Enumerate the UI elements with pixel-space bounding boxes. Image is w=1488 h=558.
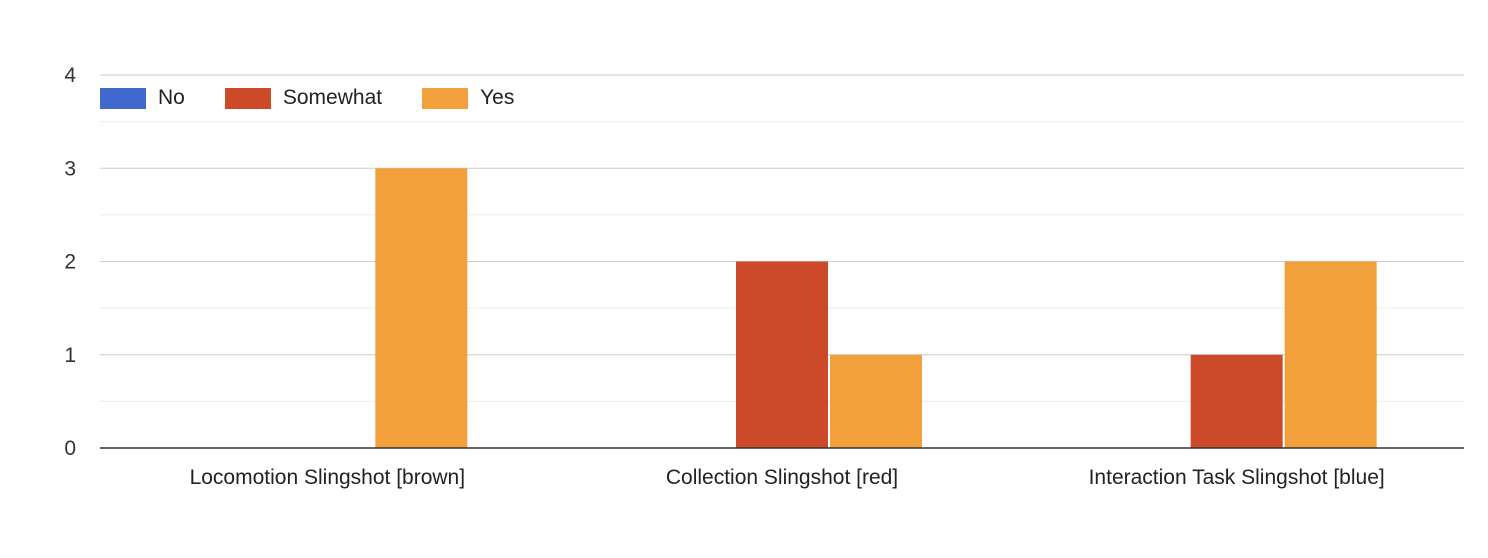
bars — [375, 168, 1377, 448]
bar-yes-1 — [830, 354, 922, 448]
legend-label-no: No — [158, 86, 185, 109]
legend-label-yes: Yes — [480, 86, 515, 109]
legend-swatch-no — [100, 87, 146, 109]
x-category-label: Locomotion Slingshot [brown] — [190, 466, 466, 489]
bar-somewhat-1 — [736, 261, 828, 448]
y-tick-label: 1 — [64, 344, 76, 367]
bar-somewhat-2 — [1190, 354, 1283, 448]
legend-item-somewhat: Somewhat — [224, 86, 383, 110]
bar-yes-2 — [1284, 261, 1377, 448]
bar-yes-0 — [375, 168, 468, 448]
y-axis-ticks: 0 1 2 3 4 — [64, 64, 76, 460]
legend-item-yes: Yes — [422, 86, 514, 110]
legend-swatch-yes — [422, 87, 469, 109]
y-tick-label: 0 — [64, 437, 76, 460]
y-tick-label: 4 — [64, 64, 76, 87]
legend-item-no: No — [100, 86, 185, 110]
legend-swatch-somewhat — [224, 87, 271, 109]
legend: No Somewhat Yes — [100, 86, 554, 110]
y-tick-label: 3 — [64, 157, 76, 180]
x-category-label: Collection Slingshot [red] — [666, 466, 898, 489]
x-axis-labels: Locomotion Slingshot [brown] Collection S… — [190, 466, 1385, 489]
x-category-label: Interaction Task Slingshot [blue] — [1089, 466, 1385, 489]
legend-label-somewhat: Somewhat — [282, 86, 383, 109]
y-tick-label: 2 — [64, 251, 76, 274]
